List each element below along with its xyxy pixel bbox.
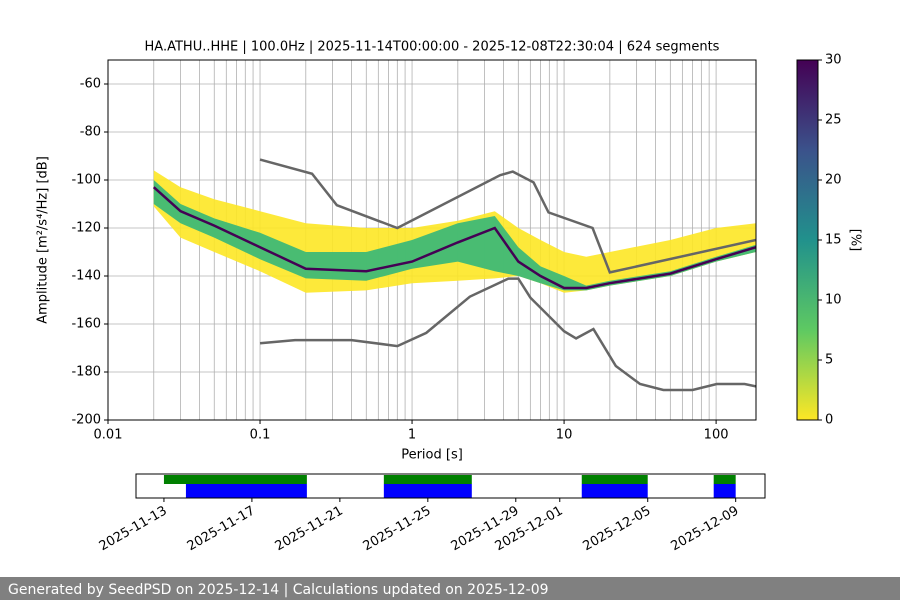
y-tick-label: -160 xyxy=(71,317,101,332)
x-tick-label: 0.01 xyxy=(94,428,123,443)
x-tick-label: 2025-11-17 xyxy=(185,504,258,555)
y-tick-label: -120 xyxy=(71,221,101,236)
plot-area xyxy=(108,60,756,420)
x-tick-label: 2025-12-09 xyxy=(668,504,741,555)
colorbar-label: [%] xyxy=(848,229,863,252)
noise-model xyxy=(259,277,756,392)
colorbar-tick-label: 25 xyxy=(825,113,842,128)
y-axis-label: Amplitude [m²/s⁴/Hz] [dB] xyxy=(36,156,51,324)
x-tick-label: 10 xyxy=(556,428,573,443)
availability-span xyxy=(713,484,736,498)
availability-span xyxy=(713,475,736,484)
x-tick-label: 100 xyxy=(704,428,729,443)
colorbar-tick-label: 10 xyxy=(825,293,842,308)
x-tick-label: 2025-11-25 xyxy=(361,504,434,555)
availability-span xyxy=(383,484,472,498)
footer-text: Generated by SeedPSD on 2025-12-14 | Cal… xyxy=(8,582,549,598)
x-axis-label: Period [s] xyxy=(401,448,463,463)
y-tick-label: -200 xyxy=(71,413,101,428)
colorbar xyxy=(796,59,819,421)
mode-line xyxy=(152,186,756,290)
y-tick-label: -80 xyxy=(80,125,101,140)
chart-title: HA.ATHU..HHE | 100.0Hz | 2025-11-14T00:0… xyxy=(145,40,720,55)
plot-frame xyxy=(107,59,757,421)
footer-bar xyxy=(0,577,900,600)
x-tick-label: 1 xyxy=(408,428,416,443)
availability-span xyxy=(163,475,307,484)
availability-span xyxy=(581,475,648,484)
timeline-frame xyxy=(135,473,766,499)
density-band xyxy=(153,180,756,291)
y-tick-label: -60 xyxy=(80,77,101,92)
colorbar-tick-label: 5 xyxy=(825,353,833,368)
colorbar-tick-label: 20 xyxy=(825,173,842,188)
colorbar-tick-label: 30 xyxy=(825,53,842,68)
availability-span xyxy=(185,484,307,498)
y-tick-label: -180 xyxy=(71,365,101,380)
y-tick-label: -100 xyxy=(71,173,101,188)
colorbar-tick-label: 15 xyxy=(825,233,842,248)
y-tick-label: -140 xyxy=(71,269,101,284)
colorbar-tick-label: 0 xyxy=(825,413,833,428)
x-tick-label: 2025-12-05 xyxy=(581,504,654,555)
noise-model xyxy=(259,158,756,274)
availability-span xyxy=(383,475,472,484)
x-tick-label: 0.1 xyxy=(250,428,271,443)
x-tick-label: 2025-11-21 xyxy=(273,504,346,555)
x-tick-label: 2025-11-13 xyxy=(97,504,170,555)
availability-span xyxy=(581,484,648,498)
